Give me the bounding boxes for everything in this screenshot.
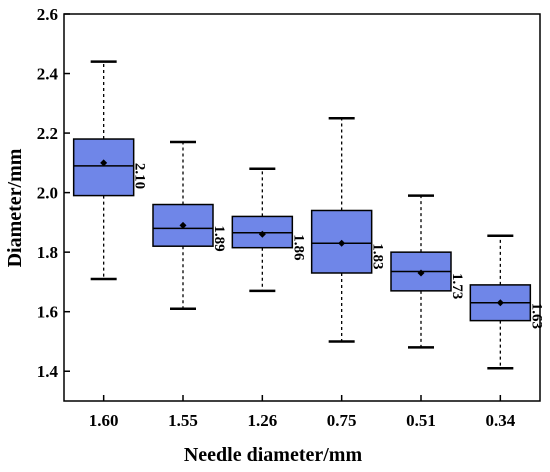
mean-value-label: 1.89 [211, 225, 227, 251]
mean-value-label: 1.73 [449, 273, 465, 299]
y-tick-label: 1.4 [37, 362, 59, 381]
mean-marker [179, 221, 187, 229]
x-axis-title: Needle diameter/mm [184, 444, 363, 466]
mean-marker [338, 239, 346, 247]
x-tick-label: 0.51 [406, 411, 436, 430]
y-tick-label: 1.6 [37, 303, 58, 322]
x-tick-label: 0.34 [485, 411, 515, 430]
mean-marker [496, 299, 504, 307]
x-tick-label: 1.55 [168, 411, 198, 430]
y-tick-label: 1.8 [37, 243, 58, 262]
mean-marker [100, 159, 108, 167]
y-tick-label: 2.2 [37, 124, 58, 143]
x-tick-label: 1.26 [247, 411, 277, 430]
box-group: 2.10 [72, 60, 148, 281]
y-axis-title: Diameter/mm [4, 148, 26, 267]
mean-value-label: 1.63 [528, 303, 544, 329]
box-group: 1.63 [469, 234, 544, 370]
iqr-box [72, 138, 135, 197]
x-tick-label: 1.60 [89, 411, 119, 430]
y-tick-label: 2.6 [37, 5, 58, 24]
x-tick-label: 0.75 [327, 411, 357, 430]
mean-value-label: 1.83 [370, 243, 386, 269]
plot-frame [63, 13, 541, 402]
mean-marker [417, 269, 425, 277]
mean-value-label: 2.10 [132, 163, 148, 189]
y-tick-label: 2.0 [37, 184, 58, 203]
box-group: 1.86 [231, 167, 306, 293]
box-group: 1.89 [152, 140, 227, 310]
box-group: 1.73 [390, 194, 465, 349]
box-group: 1.83 [310, 116, 386, 343]
mean-value-label: 1.86 [290, 234, 306, 261]
mean-marker [258, 230, 266, 238]
y-tick-label: 2.4 [37, 65, 59, 84]
